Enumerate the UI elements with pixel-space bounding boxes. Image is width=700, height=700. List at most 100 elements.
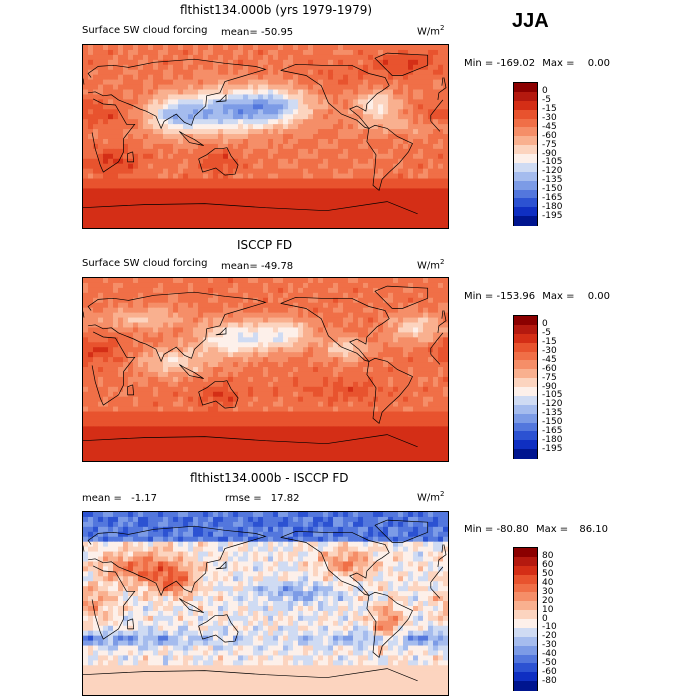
map-cell [253,104,259,110]
map-cell [93,119,99,125]
map-cell [318,59,324,66]
map-cell [363,138,369,145]
map-cell [393,69,399,76]
map-cell [143,104,149,110]
colorbar-tick-label: -105 [542,157,563,168]
map-cell [213,188,219,194]
map-cell [228,89,234,96]
map-cell [258,302,264,309]
map-cell [103,337,109,343]
map-cell [123,391,129,398]
map-cell [258,347,264,353]
map-cell [123,45,129,51]
map-cell [238,84,244,91]
map-cell [153,84,159,91]
map-cell [263,386,269,393]
map-cell [138,163,144,170]
map-cell [113,337,119,343]
map-cell [283,134,289,140]
map-cell [343,352,349,358]
map-cell [323,203,329,209]
map-cell [338,114,344,120]
map-cell [88,213,94,219]
map-cell [233,84,239,91]
map-cell [298,188,304,194]
map-cell [208,178,214,185]
map-cell [128,89,134,96]
map-cell [158,74,164,81]
map-cell [348,203,354,209]
map-cell [438,352,444,358]
map-cell [113,198,119,204]
map-cell [433,89,439,96]
map-cell [223,396,229,403]
map-cell [258,426,264,432]
map-cell [343,347,349,353]
map-cell [378,134,384,140]
map-cell [288,312,294,319]
map-cell [368,416,374,423]
map-cell [228,193,234,199]
map-cell [153,317,159,324]
map-cell [198,168,204,175]
map-cell [358,317,364,324]
map-cell [248,317,254,324]
map-cell [273,282,279,289]
map-cell [273,168,279,175]
map-cell [128,153,134,160]
map-cell [163,158,169,165]
map-cell [188,124,194,130]
map-cell [198,129,204,135]
map-cell [188,148,194,155]
map-cell [243,218,249,224]
map-cell [288,99,294,105]
map-cell [183,208,189,214]
map-cell [283,124,289,130]
map-cell [338,129,344,135]
map-cell [258,362,264,368]
map-cell [113,45,119,51]
map-cell [183,49,189,56]
map-cell [278,213,284,219]
map-cell [413,386,419,393]
map-cell [268,287,274,294]
map-cell [103,203,109,209]
map-cell [113,79,119,86]
map-cell [133,59,139,66]
map-cell [423,143,429,150]
map-cell [313,198,319,204]
map-cell [443,198,448,204]
map-cell [413,173,419,180]
map-cell [248,198,254,204]
map-cell [353,411,359,418]
map-cell [418,114,424,120]
map-cell [398,386,404,393]
map-cell [268,49,274,56]
map-cell [358,168,364,175]
map-cell [373,302,379,309]
map-cell [278,278,284,284]
map-cell [303,332,309,338]
map-cell [368,278,374,284]
map-cell [213,134,219,140]
map-cell [328,148,334,155]
map-cell [183,59,189,66]
map-cell [213,208,219,214]
map-cell [278,317,284,324]
map-cell [88,208,94,214]
map-cell [298,218,304,224]
map-cell [313,183,319,190]
map-cell [373,292,379,299]
map-cell [438,367,444,373]
map-cell [243,347,249,353]
map-cell [278,124,284,130]
map-cell [428,163,434,170]
map-cell [293,173,299,180]
map-cell [278,104,284,110]
map-cell [273,109,279,115]
map-cell [218,367,224,373]
map-cell [243,386,249,393]
map-cell [103,386,109,393]
map-cell [313,134,319,140]
map-cell [278,347,284,353]
